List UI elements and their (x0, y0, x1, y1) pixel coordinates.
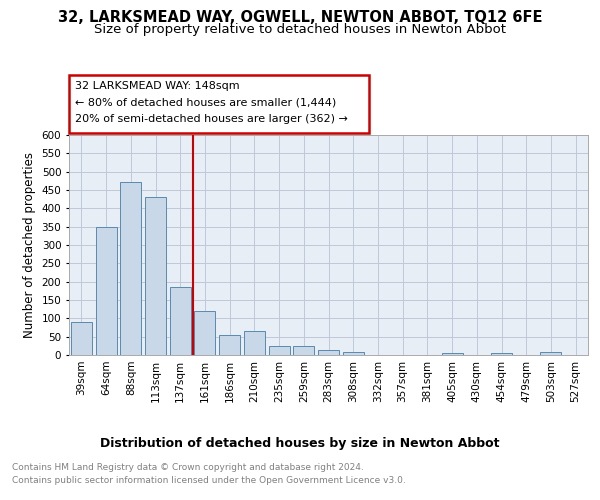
Text: 32 LARKSMEAD WAY: 148sqm: 32 LARKSMEAD WAY: 148sqm (75, 81, 239, 91)
Bar (293, 346, 314, 355)
Bar (145, 198, 166, 355)
Bar (491, 353, 512, 355)
Bar (318, 350, 339, 355)
Bar (194, 311, 215, 355)
Text: Distribution of detached houses by size in Newton Abbot: Distribution of detached houses by size … (100, 438, 500, 450)
Bar (170, 287, 191, 355)
Bar (269, 346, 290, 355)
Bar (244, 331, 265, 355)
Text: 20% of semi-detached houses are larger (362) →: 20% of semi-detached houses are larger (… (75, 114, 348, 124)
Bar (71, 322, 92, 355)
Text: Contains public sector information licensed under the Open Government Licence v3: Contains public sector information licen… (12, 476, 406, 485)
Bar (343, 352, 364, 355)
Text: 32, LARKSMEAD WAY, OGWELL, NEWTON ABBOT, TQ12 6FE: 32, LARKSMEAD WAY, OGWELL, NEWTON ABBOT,… (58, 10, 542, 25)
Bar (219, 335, 240, 355)
Bar (442, 353, 463, 355)
Bar (95, 228, 116, 355)
Bar (120, 182, 141, 355)
Text: ← 80% of detached houses are smaller (1,444): ← 80% of detached houses are smaller (1,… (75, 98, 336, 108)
Y-axis label: Number of detached properties: Number of detached properties (23, 152, 36, 338)
Text: Size of property relative to detached houses in Newton Abbot: Size of property relative to detached ho… (94, 22, 506, 36)
Bar (541, 352, 562, 355)
Text: Contains HM Land Registry data © Crown copyright and database right 2024.: Contains HM Land Registry data © Crown c… (12, 462, 364, 471)
